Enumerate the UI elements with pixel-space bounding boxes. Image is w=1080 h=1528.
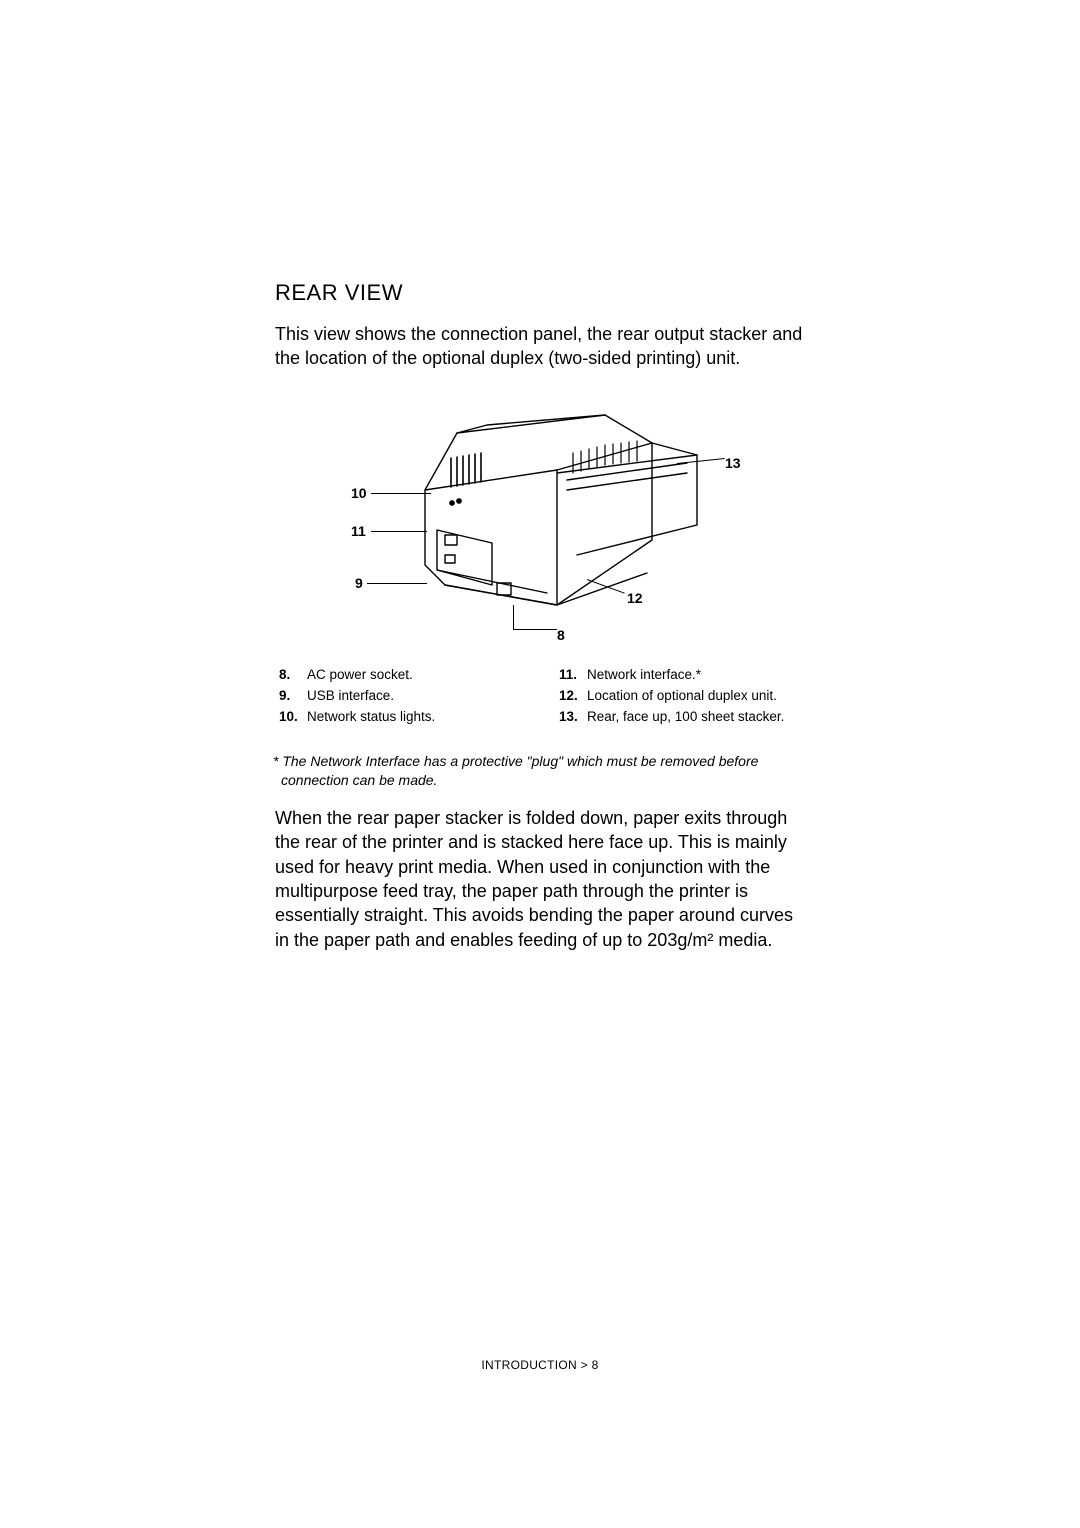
callout-10: 10	[351, 485, 367, 501]
legend-num: 9.	[279, 686, 301, 706]
legend-text: AC power socket.	[307, 665, 413, 685]
legend-num: 13.	[559, 707, 581, 727]
leader-9	[367, 583, 427, 584]
callout-13: 13	[725, 455, 741, 471]
legend-num: 12.	[559, 686, 581, 706]
legend-item: 13. Rear, face up, 100 sheet stacker.	[559, 707, 805, 727]
leader-10	[371, 493, 431, 494]
legend-num: 8.	[279, 665, 301, 685]
leader-11	[371, 531, 427, 532]
leader-8b	[513, 629, 557, 630]
legend-text: Rear, face up, 100 sheet stacker.	[587, 707, 784, 727]
legend-left-column: 8. AC power socket. 9. USB interface. 10…	[279, 665, 525, 729]
legend-item: 8. AC power socket.	[279, 665, 525, 685]
legend-item: 12. Location of optional duplex unit.	[559, 686, 805, 706]
intro-paragraph: This view shows the connection panel, th…	[275, 322, 805, 371]
legend-text: USB interface.	[307, 686, 394, 706]
page-footer: INTRODUCTION > 8	[0, 1358, 1080, 1372]
body-paragraph: When the rear paper stacker is folded do…	[275, 806, 805, 952]
printer-illustration	[397, 395, 707, 625]
callout-11: 11	[351, 523, 366, 539]
section-heading: REAR VIEW	[275, 280, 805, 306]
legend: 8. AC power socket. 9. USB interface. 10…	[275, 665, 805, 729]
legend-item: 11. Network interface.*	[559, 665, 805, 685]
legend-text: Network interface.*	[587, 665, 701, 685]
legend-item: 9. USB interface.	[279, 686, 525, 706]
callout-12: 12	[627, 590, 643, 606]
legend-text: Network status lights.	[307, 707, 435, 727]
legend-right-column: 11. Network interface.* 12. Location of …	[559, 665, 805, 729]
printer-rear-figure: 10 11 9 8 12 13	[325, 395, 755, 645]
legend-num: 10.	[279, 707, 301, 727]
figure-container: 10 11 9 8 12 13	[275, 395, 805, 645]
legend-item: 10. Network status lights.	[279, 707, 525, 727]
legend-num: 11.	[559, 665, 581, 685]
callout-9: 9	[355, 575, 363, 591]
leader-8a	[513, 605, 514, 629]
callout-8: 8	[557, 627, 565, 643]
legend-text: Location of optional duplex unit.	[587, 686, 777, 706]
footnote: * The Network Interface has a protective…	[275, 752, 805, 790]
